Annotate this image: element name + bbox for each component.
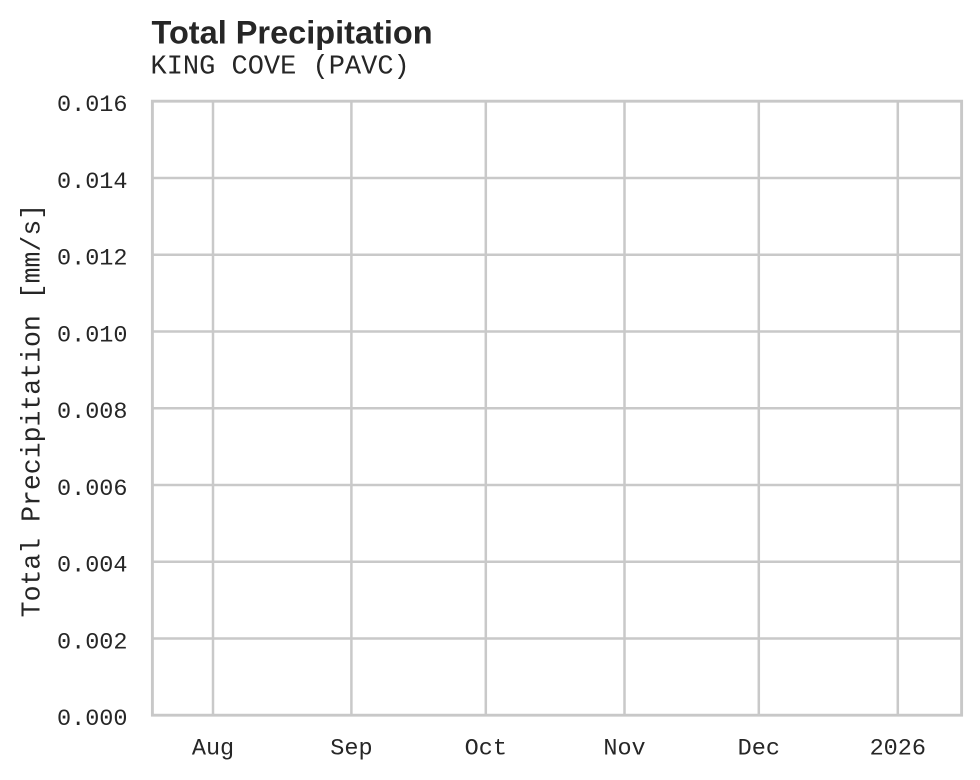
svg-text:0.002: 0.002 bbox=[57, 629, 128, 656]
svg-text:0.006: 0.006 bbox=[57, 476, 128, 503]
svg-text:0.014: 0.014 bbox=[57, 169, 128, 196]
svg-text:0.008: 0.008 bbox=[57, 399, 128, 426]
svg-text:Dec: Dec bbox=[738, 736, 780, 763]
svg-text:Aug: Aug bbox=[192, 736, 234, 763]
svg-text:0.000: 0.000 bbox=[57, 706, 128, 733]
svg-text:Total Precipitation: Total Precipitation bbox=[152, 14, 433, 50]
svg-text:0.004: 0.004 bbox=[57, 553, 128, 580]
svg-text:0.012: 0.012 bbox=[57, 246, 128, 273]
svg-text:Oct: Oct bbox=[465, 736, 507, 763]
svg-text:Nov: Nov bbox=[603, 736, 645, 763]
svg-text:KING COVE (PAVC): KING COVE (PAVC) bbox=[151, 53, 410, 83]
svg-text:Sep: Sep bbox=[330, 736, 372, 763]
svg-text:Total Precipitation [mm/s]: Total Precipitation [mm/s] bbox=[17, 204, 47, 617]
svg-text:2026: 2026 bbox=[870, 736, 926, 763]
svg-text:0.010: 0.010 bbox=[57, 322, 128, 349]
svg-text:0.016: 0.016 bbox=[57, 92, 128, 119]
